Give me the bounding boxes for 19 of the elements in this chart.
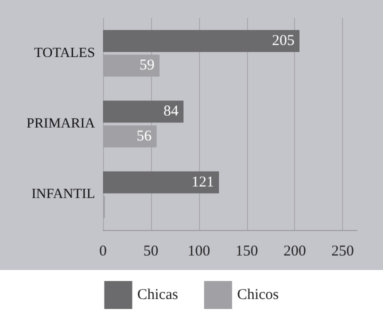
x-tick-label: 250 xyxy=(331,244,354,260)
data-label: 59 xyxy=(140,58,155,74)
y-tick-label: PRIMARIA xyxy=(26,116,96,132)
x-tick-label: 50 xyxy=(143,244,158,260)
data-label: 205 xyxy=(272,33,294,50)
bar xyxy=(103,30,300,52)
data-label: 56 xyxy=(136,128,152,144)
data-label: 84 xyxy=(164,104,180,120)
x-tick-label: 0 xyxy=(99,244,107,260)
bar xyxy=(103,100,184,123)
x-tick-label: 100 xyxy=(188,244,210,260)
legend-label: Chicos xyxy=(237,287,279,303)
x-tick-label: 150 xyxy=(236,244,258,260)
bar xyxy=(103,171,219,194)
y-tick-label: INFANTIL xyxy=(31,187,95,202)
legend-label: Chicas xyxy=(137,287,178,303)
data-label: 121 xyxy=(191,174,214,190)
x-tick-label: 200 xyxy=(283,244,306,260)
y-tick-label: TOTALES xyxy=(34,46,95,61)
